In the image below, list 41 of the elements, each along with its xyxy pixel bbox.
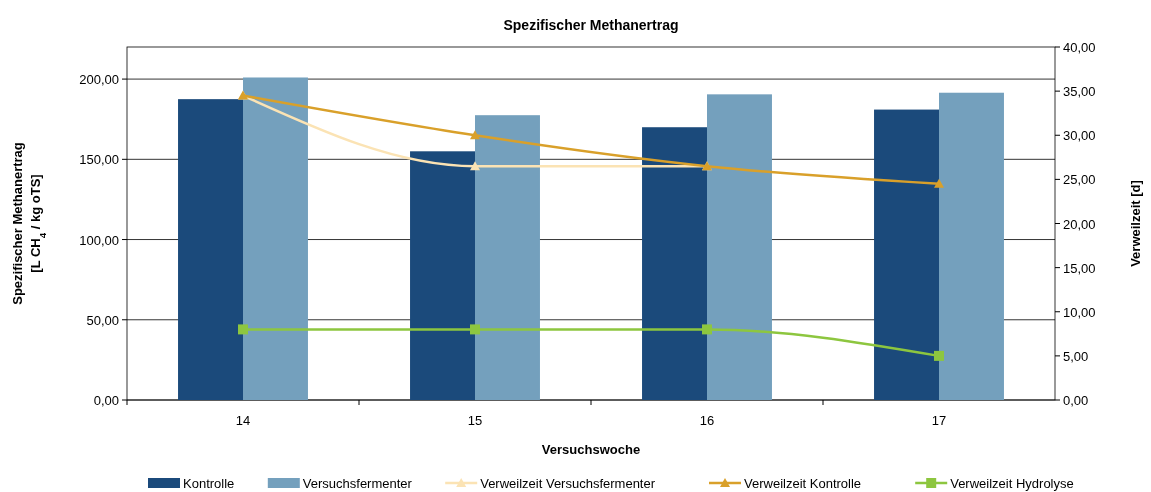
y2-tick-label: 25,00 bbox=[1063, 172, 1096, 188]
x-tick-label: 15 bbox=[467, 413, 483, 428]
point bbox=[470, 130, 480, 140]
y-tick-label: 100,00 bbox=[79, 232, 119, 248]
y-tick-label: 200,00 bbox=[79, 72, 119, 88]
x-axis-title: Versuchswoche bbox=[541, 442, 641, 457]
x-tick-label: 16 bbox=[699, 413, 715, 428]
y2-tick-label: 10,00 bbox=[1063, 304, 1096, 320]
point bbox=[934, 350, 944, 361]
point bbox=[238, 324, 248, 335]
y2-tick-label: 30,00 bbox=[1063, 128, 1096, 144]
y2-tick-label: 15,00 bbox=[1063, 260, 1096, 276]
x-tick-label: 17 bbox=[931, 413, 947, 428]
legend-label: Verweilzeit Versuchsfermenter bbox=[480, 476, 656, 491]
legend-label: Verweilzeit Kontrolle bbox=[744, 476, 862, 491]
legend-label: Verweilzeit Hydrolyse bbox=[950, 476, 1074, 491]
point bbox=[702, 324, 712, 335]
x-tick-label: 14 bbox=[235, 413, 251, 428]
y-tick-label: 0,00 bbox=[93, 393, 119, 408]
y2-tick-label: 20,00 bbox=[1063, 216, 1096, 232]
bar bbox=[178, 99, 243, 400]
bar bbox=[874, 109, 939, 400]
chart-title: Spezifischer Methanertrag bbox=[503, 17, 679, 33]
y2-axis-title: Verweilzeit [d] bbox=[1128, 180, 1143, 267]
point bbox=[470, 324, 480, 335]
y2-tick-label: 40,00 bbox=[1063, 40, 1096, 55]
point bbox=[934, 178, 944, 188]
bar bbox=[410, 151, 475, 400]
bar bbox=[475, 115, 540, 400]
bar bbox=[939, 92, 1004, 400]
legend-label: Versuchsfermenter bbox=[302, 476, 413, 491]
y2-tick-label: 35,00 bbox=[1063, 84, 1096, 100]
y2-tick-label: 5,00 bbox=[1063, 348, 1089, 364]
y2-tick-label: 0,00 bbox=[1063, 393, 1089, 408]
legend-label: Kontrolle bbox=[183, 476, 235, 491]
y-tick-label: 150,00 bbox=[79, 152, 119, 168]
bar bbox=[642, 127, 707, 400]
y-tick-label: 50,00 bbox=[86, 312, 119, 328]
bar bbox=[707, 94, 772, 400]
point bbox=[470, 161, 480, 171]
bar bbox=[243, 77, 308, 400]
